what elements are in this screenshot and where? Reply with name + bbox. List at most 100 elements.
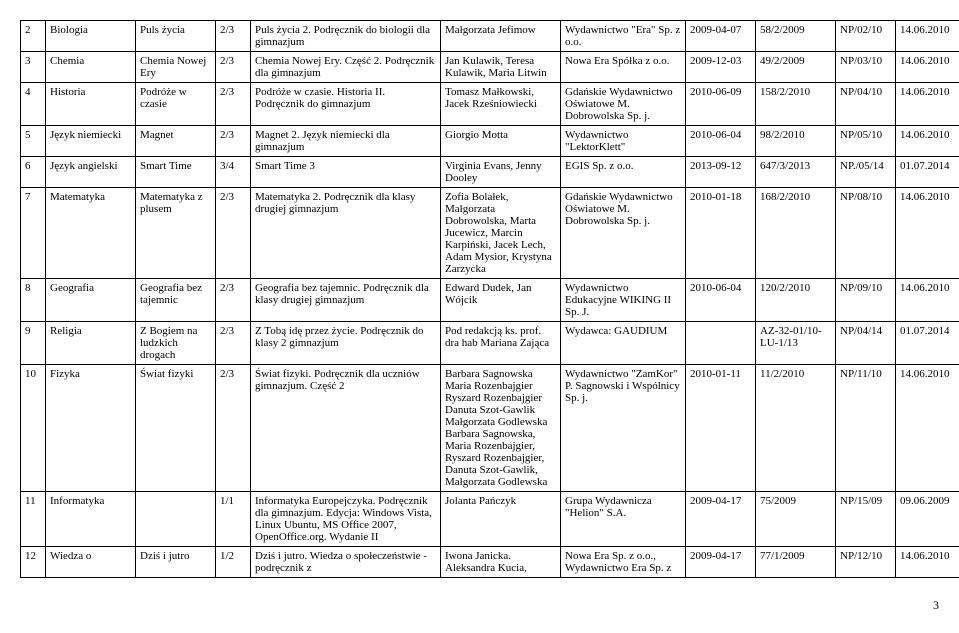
cell-appr: 77/1/2009 (756, 547, 836, 578)
cell-grade: 2/3 (216, 83, 251, 126)
cell-dat2: 14.06.2010 (896, 83, 959, 126)
cell-title: Dziś i jutro. Wiedza o społeczeństwie - … (251, 547, 441, 578)
cell-n: 10 (21, 365, 46, 492)
cell-series: Geografia bez tajemnic (136, 279, 216, 322)
cell-title: Z Tobą idę przez życie. Podręcznik do kl… (251, 322, 441, 365)
cell-author: Małgorzata Jefimow (441, 21, 561, 52)
cell-author: Pod redakcją ks. prof. dra hab Mariana Z… (441, 322, 561, 365)
cell-pub: Grupa Wydawnicza "Helion" S.A. (561, 492, 686, 547)
cell-subj: Biologia (46, 21, 136, 52)
cell-grade: 2/3 (216, 365, 251, 492)
cell-title: Smart Time 3 (251, 157, 441, 188)
table-row: 2BiologiaPuls życia2/3Puls życia 2. Podr… (21, 21, 959, 52)
cell-grade: 1/2 (216, 547, 251, 578)
cell-subj: Informatyka (46, 492, 136, 547)
cell-subj: Matematyka (46, 188, 136, 279)
cell-dat2: 14.06.2010 (896, 188, 959, 279)
cell-n: 3 (21, 52, 46, 83)
cell-subj: Chemia (46, 52, 136, 83)
cell-series: Puls życia (136, 21, 216, 52)
cell-dat2: 09.06.2009 (896, 492, 959, 547)
cell-subj: Język niemiecki (46, 126, 136, 157)
cell-appr: 75/2009 (756, 492, 836, 547)
cell-date (686, 322, 756, 365)
cell-n: 4 (21, 83, 46, 126)
cell-series: Podróże w czasie (136, 83, 216, 126)
cell-date: 2010-06-04 (686, 126, 756, 157)
table-row: 4HistoriaPodróże w czasie2/3Podróże w cz… (21, 83, 959, 126)
cell-pub: EGIS Sp. z o.o. (561, 157, 686, 188)
cell-np: NP/08/10 (836, 188, 896, 279)
cell-date: 2010-01-11 (686, 365, 756, 492)
cell-title: Informatyka Europejczyka. Podręcznik dla… (251, 492, 441, 547)
cell-subj: Wiedza o (46, 547, 136, 578)
cell-dat2: 14.06.2010 (896, 52, 959, 83)
table-row: 11Informatyka 1/1Informatyka Europejczyka… (21, 492, 959, 547)
textbook-table: 2BiologiaPuls życia2/3Puls życia 2. Podr… (20, 20, 959, 578)
cell-series: Smart Time (136, 157, 216, 188)
cell-date: 2010-06-09 (686, 83, 756, 126)
cell-n: 9 (21, 322, 46, 365)
cell-date: 2009-12-03 (686, 52, 756, 83)
cell-date: 2010-06-04 (686, 279, 756, 322)
cell-author: Iwona Janicka. Aleksandra Kucia, (441, 547, 561, 578)
table-row: 5Język niemieckiMagnet2/3Magnet 2. Język… (21, 126, 959, 157)
cell-pub: Gdańskie Wydawnictwo Oświatowe M. Dobrow… (561, 188, 686, 279)
cell-appr: 11/2/2010 (756, 365, 836, 492)
cell-title: Magnet 2. Język niemiecki dla gimnazjum (251, 126, 441, 157)
table-row: 7MatematykaMatematyka z plusem2/3Matemat… (21, 188, 959, 279)
cell-series: Dziś i jutro (136, 547, 216, 578)
cell-np: NP/04/14 (836, 322, 896, 365)
cell-date: 2009-04-07 (686, 21, 756, 52)
cell-date: 2009-04-17 (686, 492, 756, 547)
cell-title: Podróże w czasie. Historia II. Podręczni… (251, 83, 441, 126)
cell-appr: 168/2/2010 (756, 188, 836, 279)
cell-series (136, 492, 216, 547)
cell-dat2: 14.06.2010 (896, 547, 959, 578)
cell-author: Giorgio Motta (441, 126, 561, 157)
cell-n: 5 (21, 126, 46, 157)
cell-dat2: 01.07.2014 (896, 322, 959, 365)
cell-subj: Religia (46, 322, 136, 365)
cell-appr: 49/2/2009 (756, 52, 836, 83)
cell-appr: 120/2/2010 (756, 279, 836, 322)
cell-n: 8 (21, 279, 46, 322)
table-row: 9ReligiaZ Bogiem na ludzkich drogach2/3Z… (21, 322, 959, 365)
cell-title: Geografia bez tajemnic. Podręcznik dla k… (251, 279, 441, 322)
cell-series: Świat fizyki (136, 365, 216, 492)
cell-author: Virginia Evans, Jenny Dooley (441, 157, 561, 188)
table-row: 3ChemiaChemia Nowej Ery2/3Chemia Nowej E… (21, 52, 959, 83)
cell-series: Chemia Nowej Ery (136, 52, 216, 83)
cell-grade: 2/3 (216, 279, 251, 322)
cell-pub: Wydawnictwo "LektorKlett" (561, 126, 686, 157)
cell-appr: AZ-32-01/10-LU-1/13 (756, 322, 836, 365)
cell-np: NP/03/10 (836, 52, 896, 83)
cell-subj: Fizyka (46, 365, 136, 492)
cell-date: 2009-04-17 (686, 547, 756, 578)
cell-author: Zofia Bolałek, Małgorzata Dobrowolska, M… (441, 188, 561, 279)
cell-appr: 647/3/2013 (756, 157, 836, 188)
cell-title: Świat fizyki. Podręcznik dla uczniów gim… (251, 365, 441, 492)
table-row: 8GeografiaGeografia bez tajemnic2/3Geogr… (21, 279, 959, 322)
cell-pub: Nowa Era Spółka z o.o. (561, 52, 686, 83)
cell-dat2: 14.06.2010 (896, 365, 959, 492)
cell-n: 11 (21, 492, 46, 547)
cell-subj: Język angielski (46, 157, 136, 188)
cell-appr: 58/2/2009 (756, 21, 836, 52)
cell-np: NP/15/09 (836, 492, 896, 547)
cell-grade: 2/3 (216, 322, 251, 365)
cell-date: 2010-01-18 (686, 188, 756, 279)
cell-dat2: 01.07.2014 (896, 157, 959, 188)
cell-pub: Wydawca: GAUDIUM (561, 322, 686, 365)
cell-grade: 2/3 (216, 188, 251, 279)
cell-grade: 2/3 (216, 21, 251, 52)
cell-pub: Gdańskie Wydawnictwo Oświatowe M. Dobrow… (561, 83, 686, 126)
table-row: 12Wiedza oDziś i jutro1/2Dziś i jutro. W… (21, 547, 959, 578)
cell-np: NP/11/10 (836, 365, 896, 492)
cell-author: Jolanta Pańczyk (441, 492, 561, 547)
cell-appr: 98/2/2010 (756, 126, 836, 157)
cell-author: Tomasz Małkowski, Jacek Rześniowiecki (441, 83, 561, 126)
cell-series: Matematyka z plusem (136, 188, 216, 279)
cell-grade: 1/1 (216, 492, 251, 547)
cell-grade: 2/3 (216, 52, 251, 83)
